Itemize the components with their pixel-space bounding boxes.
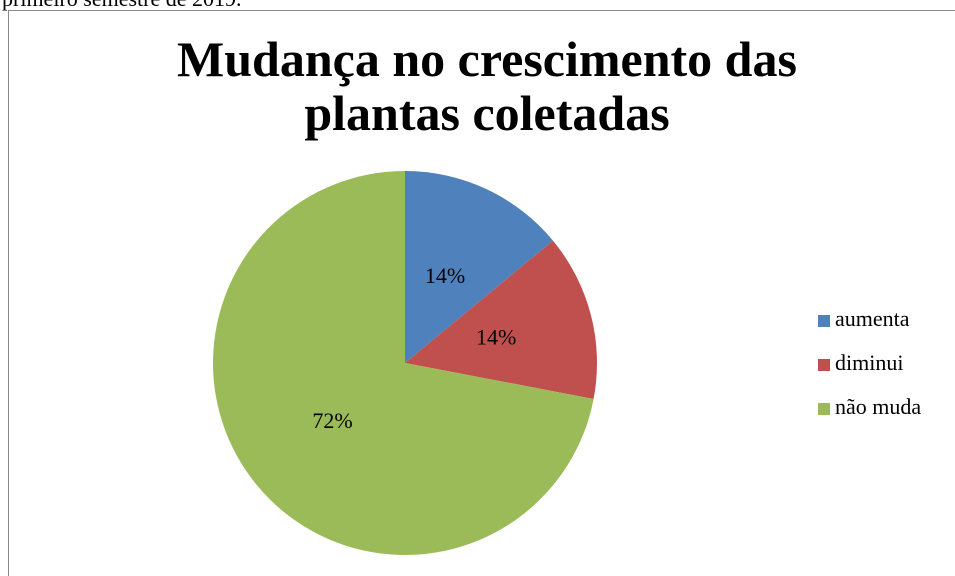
page-text: primeiro semestre de 2019. — [2, 0, 242, 12]
pie-slice — [405, 171, 553, 363]
legend-label: diminui — [835, 350, 903, 375]
data-label: 14% — [425, 263, 465, 288]
data-label: 14% — [476, 325, 516, 350]
legend-swatch — [818, 315, 830, 327]
pie-slice — [213, 171, 594, 555]
legend-swatch — [818, 359, 830, 371]
chart-title: Mudança no crescimento das plantas colet… — [177, 31, 797, 141]
legend-label: não muda — [835, 394, 921, 419]
chart-frame — [8, 10, 955, 576]
legend-label: aumenta — [835, 306, 910, 331]
legend-swatch — [818, 403, 830, 415]
pie-slice — [405, 240, 597, 399]
data-label: 72% — [312, 408, 352, 433]
